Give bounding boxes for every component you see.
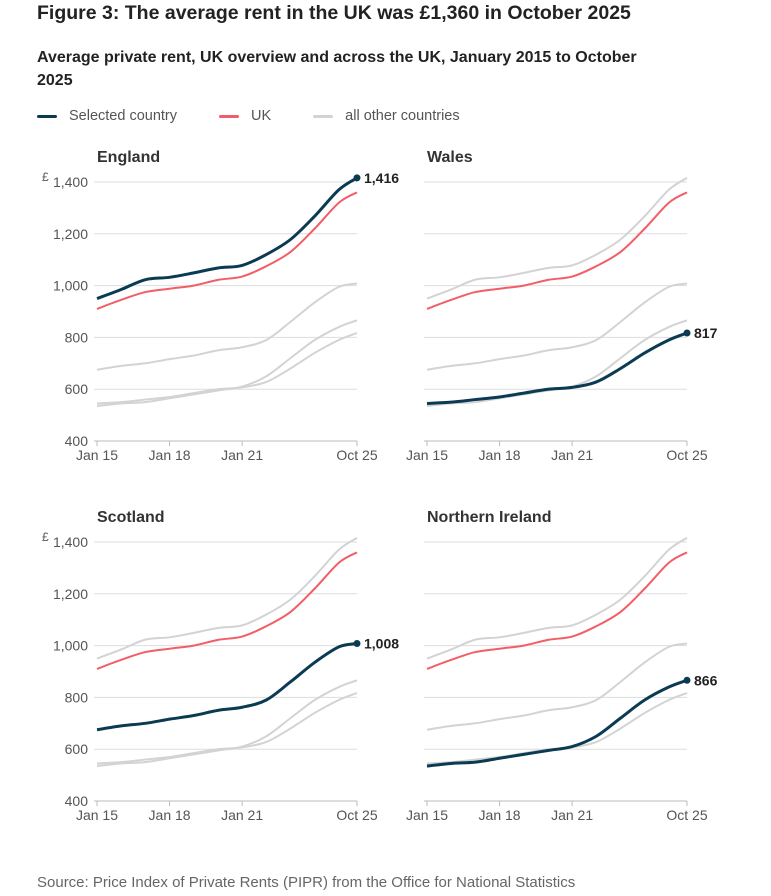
line-selected-country (96, 642, 358, 732)
line-other-country (426, 319, 688, 408)
currency-symbol: £ (42, 530, 49, 544)
x-tick-label: Oct 25 (336, 447, 377, 463)
y-tick-label: 1,400 (53, 534, 88, 550)
y-tick-label: 1,000 (53, 638, 88, 654)
legend-label: all other countries (345, 108, 460, 124)
panel-title: Scotland (97, 509, 165, 526)
line-selected-country (426, 678, 688, 768)
legend-swatch (313, 114, 334, 118)
line-other-country (426, 282, 688, 371)
end-point-marker (683, 329, 691, 337)
line-other-country (96, 332, 358, 405)
x-tick-label: Jan 18 (149, 807, 191, 823)
legend-swatch (219, 114, 240, 118)
line-selected-country (96, 176, 358, 300)
y-tick-label: 400 (65, 433, 89, 449)
x-tick-label: Oct 25 (666, 807, 707, 823)
line-uk (96, 551, 358, 670)
end-value-label: 866 (694, 672, 718, 688)
x-tick-label: Jan 18 (479, 447, 521, 463)
y-tick-label: 1,400 (53, 174, 88, 190)
end-point-marker (353, 174, 361, 182)
x-tick-label: Jan 18 (479, 807, 521, 823)
y-tick-label: 1,200 (53, 226, 88, 242)
y-tick-label: 600 (65, 741, 89, 757)
x-tick-label: Jan 18 (149, 447, 191, 463)
x-tick-label: Jan 15 (76, 807, 118, 823)
line-selected-country (426, 331, 688, 405)
y-tick-label: 800 (65, 329, 89, 345)
line-other-country (426, 642, 688, 731)
figure-title: Figure 3: The average rent in the UK was… (37, 2, 631, 24)
line-uk (426, 551, 688, 670)
x-tick-label: Jan 21 (551, 447, 593, 463)
legend-label: Selected country (69, 108, 178, 124)
legend-swatch (37, 114, 57, 118)
x-tick-label: Oct 25 (336, 807, 377, 823)
panel-title: Northern Ireland (427, 509, 551, 526)
line-uk (426, 191, 688, 310)
line-other-country (426, 177, 688, 300)
legend-item-selected: Selected country (37, 108, 177, 124)
end-point-marker (353, 640, 361, 648)
x-tick-label: Jan 15 (406, 807, 448, 823)
y-tick-label: 600 (65, 381, 89, 397)
end-value-label: 1,008 (364, 636, 399, 652)
currency-symbol: £ (42, 170, 49, 184)
line-other-country (96, 537, 358, 660)
line-other-country (426, 692, 688, 765)
y-tick-label: 1,200 (53, 586, 88, 602)
legend-label: UK (251, 108, 272, 124)
panel-title: England (97, 149, 160, 166)
end-point-marker (683, 676, 691, 684)
line-other-country (96, 282, 358, 371)
line-other-country (426, 537, 688, 660)
line-other-country (96, 692, 358, 765)
x-tick-label: Jan 21 (551, 807, 593, 823)
y-tick-label: 800 (65, 689, 89, 705)
x-tick-label: Jan 21 (221, 807, 263, 823)
legend-item-others: all other countries (313, 108, 460, 124)
line-other-country (96, 319, 358, 408)
x-tick-label: Jan 15 (76, 447, 118, 463)
source-note: Source: Price Index of Private Rents (PI… (37, 874, 576, 891)
end-value-label: 817 (694, 325, 718, 341)
x-tick-label: Oct 25 (666, 447, 707, 463)
chart-subtitle: Average private rent, UK overview and ac… (37, 49, 637, 89)
panel-title: Wales (427, 149, 473, 166)
line-uk (96, 191, 358, 310)
legend-item-uk: UK (219, 108, 271, 124)
y-tick-label: 1,000 (53, 278, 88, 294)
line-other-country (96, 679, 358, 768)
x-tick-label: Jan 21 (221, 447, 263, 463)
y-tick-label: 400 (65, 793, 89, 809)
legend: Selected country UK all other countries (37, 108, 502, 124)
end-value-label: 1,416 (364, 170, 399, 186)
x-tick-label: Jan 15 (406, 447, 448, 463)
